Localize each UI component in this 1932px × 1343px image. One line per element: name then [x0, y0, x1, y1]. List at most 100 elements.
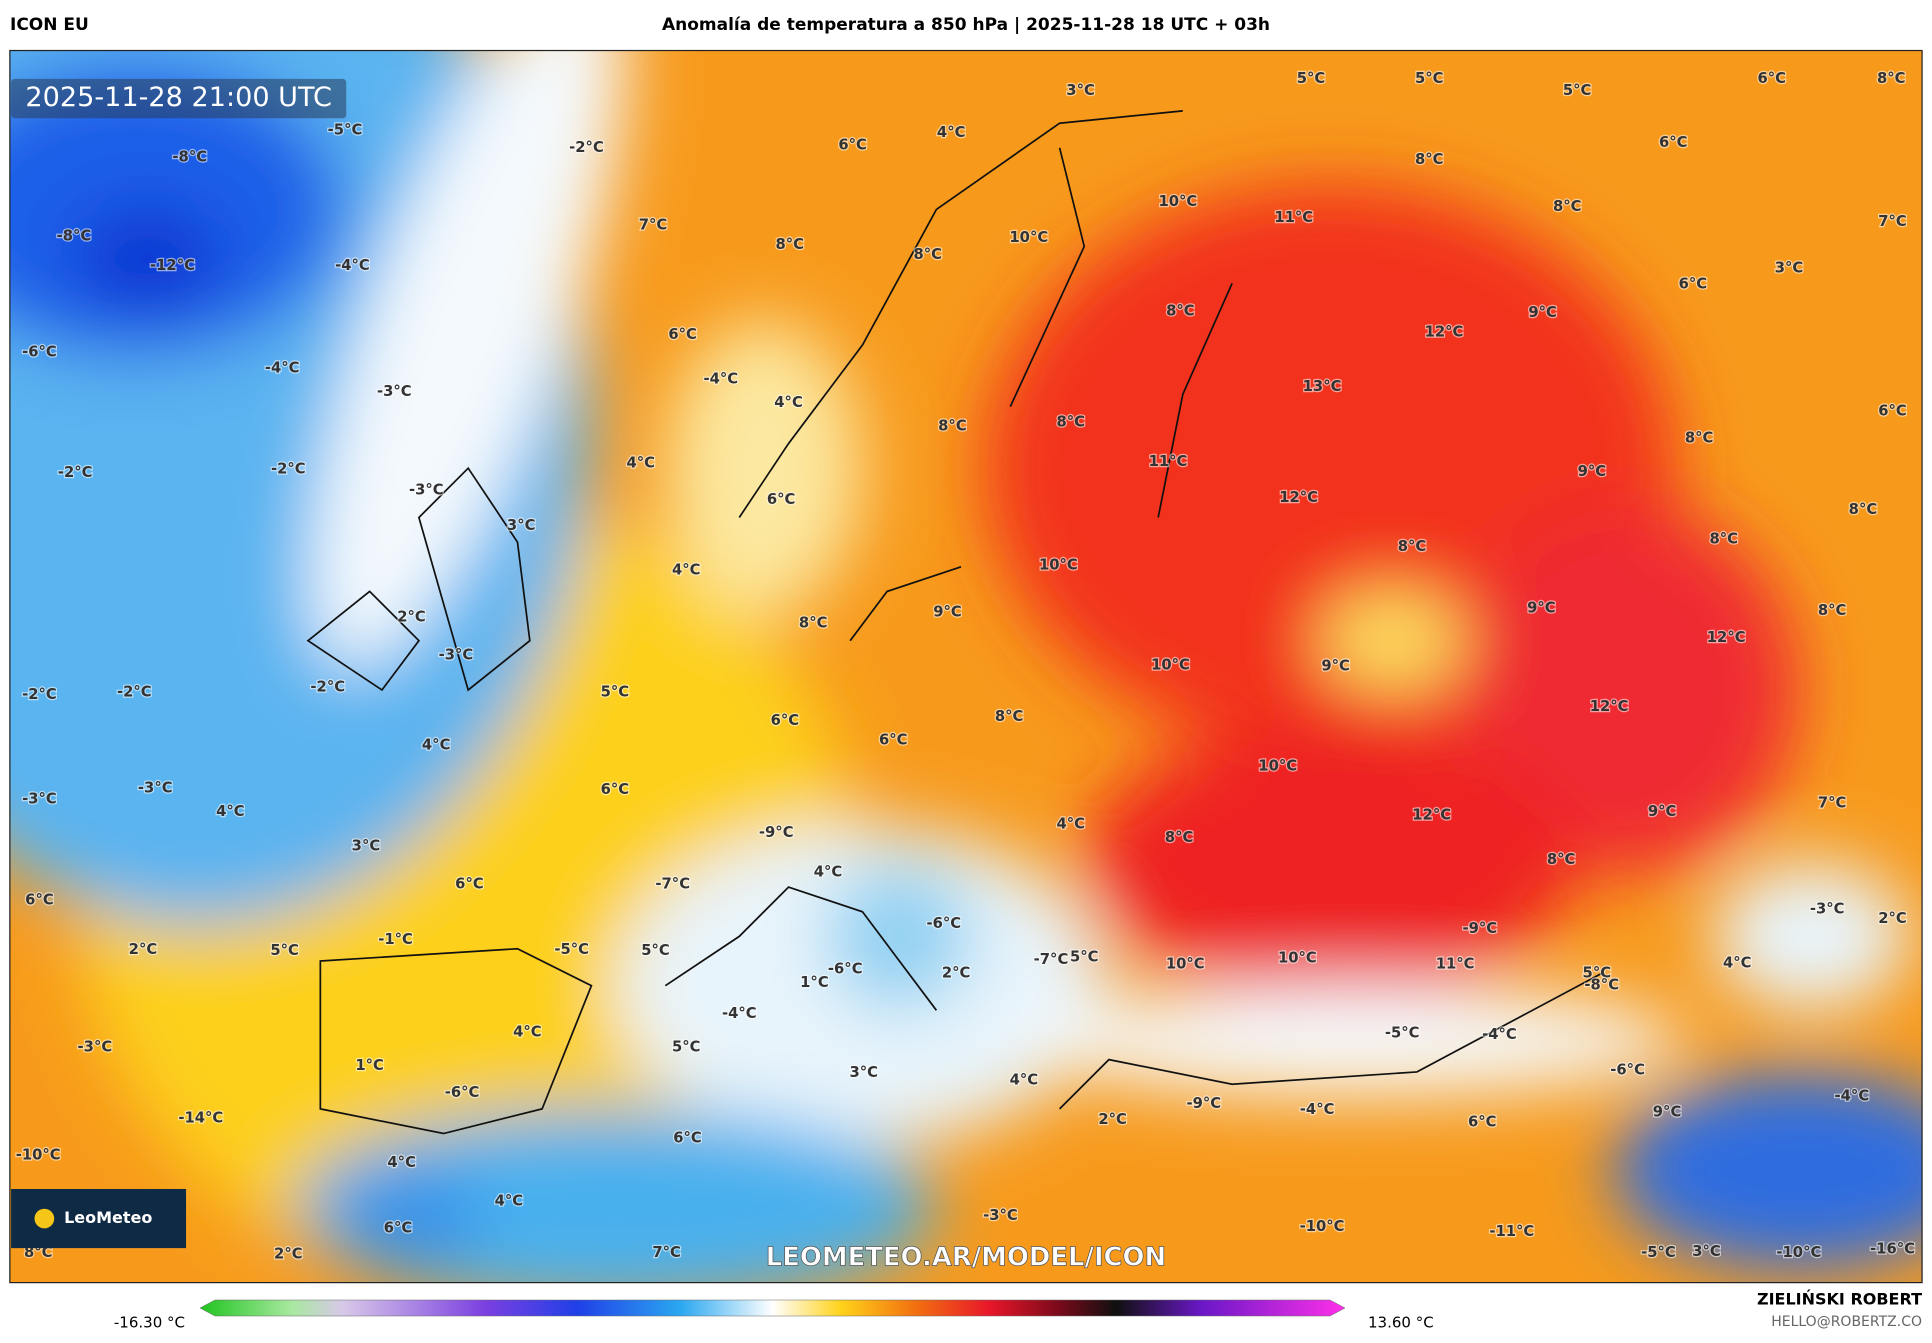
temperature-label: 8°C	[938, 417, 966, 434]
temperature-label: 6°C	[673, 1129, 701, 1146]
temperature-label: -3°C	[1810, 900, 1845, 917]
temperature-label: 8°C	[1415, 151, 1444, 168]
temperature-label: -4°C	[703, 370, 738, 387]
temperature-label: -16°C	[1870, 1240, 1915, 1257]
temperature-label: 12°C	[1590, 698, 1629, 715]
temperature-label: 8°C	[1553, 198, 1582, 215]
temperature-field	[9, 50, 1923, 1283]
temperature-label: 7°C	[1878, 213, 1907, 230]
temperature-label: 8°C	[1398, 538, 1427, 555]
colorbar-bar	[199, 1299, 1346, 1317]
temperature-label: 6°C	[838, 136, 867, 153]
temperature-label: 12°C	[1707, 629, 1746, 646]
temperature-label: 6°C	[1468, 1113, 1497, 1130]
temperature-label: 9°C	[1528, 304, 1556, 321]
temperature-label: -4°C	[265, 359, 300, 376]
temperature-label: -8°C	[1584, 977, 1619, 994]
temperature-label: 8°C	[1685, 430, 1714, 447]
temperature-label: 8°C	[799, 614, 827, 631]
temperature-label: 9°C	[933, 603, 962, 620]
temperature-label: 2°C	[274, 1245, 303, 1262]
timestamp-box	[11, 78, 347, 119]
temperature-label: -1°C	[378, 931, 413, 948]
temperature-label: 13°C	[1303, 378, 1342, 395]
temperature-label: -10°C	[1300, 1218, 1345, 1235]
temperature-label: 3°C	[849, 1064, 878, 1081]
temperature-label: 9°C	[1653, 1104, 1682, 1121]
temperature-label: -9°C	[759, 824, 794, 841]
model-name: ICON EU	[10, 15, 89, 35]
temperature-label: -9°C	[1186, 1095, 1221, 1112]
temperature-label: 6°C	[771, 712, 800, 729]
temperature-label: -2°C	[569, 139, 604, 156]
temperature-label: 8°C	[1165, 829, 1194, 846]
temperature-label: 9°C	[1321, 658, 1350, 675]
coastlines	[306, 110, 1603, 1135]
temperature-label: 6°C	[1679, 276, 1708, 293]
temperature-label: 10°C	[1009, 229, 1048, 246]
temperature-label: -4°C	[335, 257, 370, 274]
temperature-label: 2°C	[129, 941, 158, 958]
temperature-label: 8°C	[1877, 70, 1906, 87]
temperature-label: -6°C	[828, 961, 863, 978]
temperature-label: -5°C	[1641, 1244, 1676, 1261]
temperature-label: -8°C	[57, 228, 92, 245]
temperature-label: -4°C	[1835, 1088, 1870, 1105]
temperature-label: -8°C	[172, 149, 207, 166]
temperature-label: 10°C	[1158, 193, 1197, 210]
contact: HELLO@ROBERTZ.CO	[1771, 1314, 1922, 1330]
temperature-label: 6°C	[1878, 403, 1907, 420]
map-title: Anomalía de temperatura a 850 hPa | 2025…	[662, 15, 1270, 35]
temperature-label: 4°C	[216, 803, 245, 820]
temperature-label: 11°C	[1436, 956, 1475, 973]
temperature-label: 3°C	[1066, 82, 1095, 99]
map: 3°C 5°C 5°C 5°C 6°C 8°C -5°C -2°C 4°C 6°C 8°C 6°C -8…	[9, 49, 1923, 1284]
temperature-label: -3°C	[439, 646, 474, 663]
temperature-label: 8°C	[1709, 531, 1738, 548]
temperature-label: 9°C	[1527, 600, 1556, 617]
temperature-label: 4°C	[1723, 955, 1752, 972]
temperature-label: -3°C	[377, 383, 412, 400]
temperature-label: 9°C	[1578, 463, 1607, 480]
temperature-label: 8°C	[914, 246, 943, 263]
temperature-label: 2°C	[942, 964, 971, 981]
colorbar-max: 13.60 °C	[1368, 1314, 1434, 1332]
temperature-label: 6°C	[455, 876, 483, 893]
temperature-label: 7°C	[1818, 794, 1847, 811]
temperature-label: 7°C	[652, 1244, 681, 1261]
temperature-label: 8°C	[1166, 303, 1195, 320]
map-frame	[9, 49, 1923, 1284]
temperature-label: 5°C	[1583, 964, 1612, 981]
temperature-label: 3°C	[1775, 260, 1804, 277]
temperature-label: 4°C	[774, 394, 803, 411]
temperature-label: -6°C	[22, 343, 57, 360]
temperature-label: -9°C	[1462, 920, 1497, 937]
temperature-label: 4°C	[1010, 1072, 1039, 1089]
temperature-label: 8°C	[1056, 414, 1085, 431]
temperature-label: -2°C	[271, 460, 306, 477]
temperature-label: 5°C	[1563, 82, 1592, 99]
temperature-label: 8°C	[995, 708, 1024, 725]
temperature-label: 6°C	[1758, 70, 1787, 87]
temperature-label: 5°C	[601, 683, 630, 700]
temperature-label: 10°C	[1151, 656, 1190, 673]
temperature-label: -12°C	[150, 257, 195, 274]
temperature-label: -7°C	[655, 876, 690, 893]
temperature-label: -6°C	[1610, 1062, 1645, 1079]
temperature-label: 1°C	[800, 974, 829, 991]
temperature-label: 11°C	[1149, 453, 1188, 470]
temperature-label: 3°C	[507, 517, 536, 534]
temperature-label: 5°C	[1070, 948, 1099, 965]
temperature-label: 10°C	[1166, 956, 1205, 973]
watermark: LEOMETEO.AR/MODEL/ICON	[766, 1242, 1166, 1272]
temperature-label: 12°C	[1279, 489, 1318, 506]
temperature-label: 5°C	[270, 942, 299, 959]
temperature-label: -3°C	[409, 481, 444, 498]
temperature-label: 1°C	[355, 1057, 384, 1074]
temperature-label: -5°C	[554, 941, 589, 958]
temperature-label: 12°C	[1412, 807, 1451, 824]
temperature-label: 10°C	[1278, 950, 1317, 967]
author: ZIELIŃSKI ROBERT	[1757, 1290, 1922, 1309]
